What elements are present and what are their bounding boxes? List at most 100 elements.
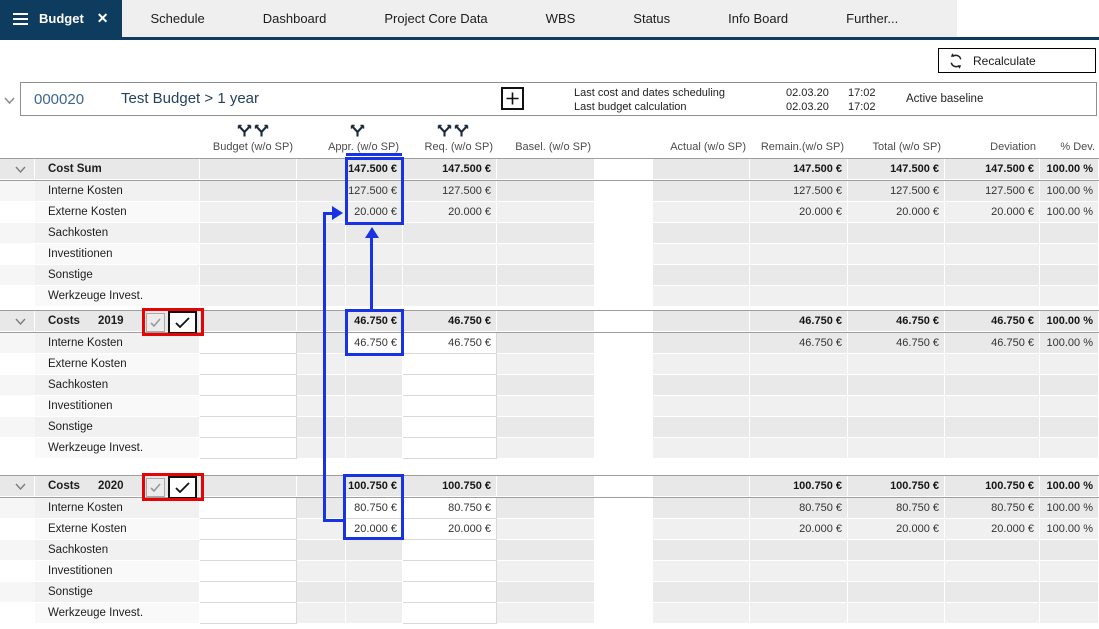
- column-header-remain[interactable]: Remain.(w/o SP): [760, 141, 844, 153]
- hamburger-menu-icon[interactable]: [13, 12, 28, 25]
- cell-appr: [346, 375, 403, 396]
- column-header-basel[interactable]: Basel. (w/o SP): [515, 141, 591, 153]
- cell-appr-spacer: [297, 519, 346, 540]
- cell-total: [848, 223, 945, 244]
- cell-actual: [653, 417, 750, 438]
- group-collapse-chevron-icon[interactable]: [0, 311, 35, 332]
- column-header-req[interactable]: Req. (w/o SP): [424, 141, 493, 153]
- cell-actual: [653, 181, 750, 202]
- cell-pdev: [1040, 286, 1099, 307]
- cell-remain: [750, 417, 848, 438]
- cell-actual: [653, 354, 750, 375]
- section-gap: [595, 181, 653, 202]
- tab-status[interactable]: Status: [633, 11, 671, 26]
- cell-basel: [497, 244, 595, 265]
- tab-project-core-data[interactable]: Project Core Data: [384, 11, 488, 26]
- tab-info-board[interactable]: Info Board: [728, 11, 789, 26]
- column-header-appr[interactable]: Appr. (w/o SP): [328, 141, 399, 153]
- cell-req[interactable]: 46.750 €: [403, 333, 497, 354]
- cell-total: [848, 244, 945, 265]
- tab-further[interactable]: Further...: [846, 11, 899, 26]
- cell-budget[interactable]: [200, 540, 297, 561]
- cell-basel: [497, 354, 595, 375]
- column-header-total[interactable]: Total (w/o SP): [872, 141, 941, 153]
- cell-req[interactable]: [403, 603, 497, 624]
- cell-actual: [653, 375, 750, 396]
- group-label: Costs: [48, 480, 80, 492]
- cell-req[interactable]: [403, 375, 497, 396]
- cell-req[interactable]: [403, 438, 497, 459]
- project-info-block: Last cost and dates scheduling 02.03.20 …: [574, 86, 888, 114]
- active-checkbox-checked[interactable]: [168, 476, 197, 499]
- active-checkbox-checked[interactable]: [168, 311, 197, 334]
- column-header-pdev[interactable]: % Dev.: [1060, 141, 1095, 153]
- cell-remain: 127.500 €: [750, 181, 848, 202]
- project-expand-chevron-icon[interactable]: [4, 91, 15, 109]
- tab-wbs[interactable]: WBS: [545, 11, 576, 26]
- tab-budget-active[interactable]: Budget ✕: [0, 0, 122, 37]
- cell-basel: [497, 438, 595, 459]
- tab-dashboard[interactable]: Dashboard: [262, 11, 327, 26]
- cell-appr-spacer: [297, 582, 346, 603]
- cost-row-investitionen: Investitionen: [0, 396, 1099, 417]
- cell-req[interactable]: [403, 582, 497, 603]
- cell-actual: [653, 498, 750, 519]
- group-label-cell: Cost Sum: [35, 159, 200, 180]
- cell-appr: 20.000 €: [346, 202, 403, 223]
- cell-appr[interactable]: 20.000 €: [346, 519, 403, 540]
- cell-actual: [653, 519, 750, 540]
- row-label: Sonstige: [35, 265, 200, 286]
- cell-budget[interactable]: [200, 519, 297, 540]
- cell-appr[interactable]: 80.750 €: [346, 498, 403, 519]
- cell-pdev: [1040, 561, 1099, 582]
- cell-appr[interactable]: 46.750 €: [346, 333, 403, 354]
- cell-budget[interactable]: [200, 375, 297, 396]
- cell-budget[interactable]: [200, 396, 297, 417]
- cell-budget[interactable]: [200, 438, 297, 459]
- cell-req[interactable]: 80.750 €: [403, 498, 497, 519]
- cell-req[interactable]: [403, 561, 497, 582]
- cell-budget[interactable]: [200, 354, 297, 375]
- cell-appr-spacer: [297, 396, 346, 417]
- column-header-budget[interactable]: Budget (w/o SP): [212, 141, 293, 153]
- project-number[interactable]: 000020: [34, 91, 85, 108]
- cell-gap: [595, 476, 653, 497]
- cell-remain-total: 147.500 €: [750, 159, 848, 180]
- close-icon[interactable]: ✕: [96, 10, 109, 26]
- tab-bar: Budget ✕ Schedule Dashboard Project Core D…: [0, 0, 1099, 37]
- cell-req[interactable]: 20.000 €: [403, 519, 497, 540]
- cell-req[interactable]: [403, 417, 497, 438]
- column-header-deviation[interactable]: Deviation: [990, 141, 1036, 153]
- cost-row-werkzeuge-invest: Werkzeuge Invest.: [0, 438, 1099, 459]
- cell-appr-spacer: [297, 438, 346, 459]
- project-title[interactable]: Test Budget > 1 year: [121, 90, 260, 107]
- cell-budget[interactable]: [200, 333, 297, 354]
- row-gutter: [0, 498, 35, 519]
- recalculate-button[interactable]: Recalculate: [938, 48, 1096, 73]
- group-collapse-chevron-icon[interactable]: [0, 476, 35, 497]
- budget-table: Cost Sum 147.500 €147.500 €147.500 €147.5…: [0, 158, 1099, 624]
- info-date: 02.03.20: [786, 101, 829, 113]
- cell-actual: [653, 202, 750, 223]
- row-label: Interne Kosten: [35, 333, 200, 354]
- cell-req[interactable]: [403, 540, 497, 561]
- group-collapse-chevron-icon[interactable]: [0, 159, 35, 180]
- cell-req[interactable]: [403, 354, 497, 375]
- cell-remain-total: 100.750 €: [750, 476, 848, 497]
- add-button[interactable]: [501, 87, 524, 110]
- section-gap: [595, 540, 653, 561]
- cell-budget[interactable]: [200, 603, 297, 624]
- cell-budget[interactable]: [200, 417, 297, 438]
- cell-budget[interactable]: [200, 582, 297, 603]
- section-gap: [595, 519, 653, 540]
- cell-req[interactable]: [403, 396, 497, 417]
- cell-req: 20.000 €: [403, 202, 497, 223]
- column-header-actual[interactable]: Actual (w/o SP): [670, 141, 746, 153]
- cell-deviation: [945, 354, 1040, 375]
- cell-basel: [497, 498, 595, 519]
- cell-pdev: 100.00 %: [1040, 498, 1099, 519]
- cell-budget[interactable]: [200, 498, 297, 519]
- cell-budget[interactable]: [200, 561, 297, 582]
- tab-schedule[interactable]: Schedule: [150, 11, 205, 26]
- row-label: Sonstige: [35, 582, 200, 603]
